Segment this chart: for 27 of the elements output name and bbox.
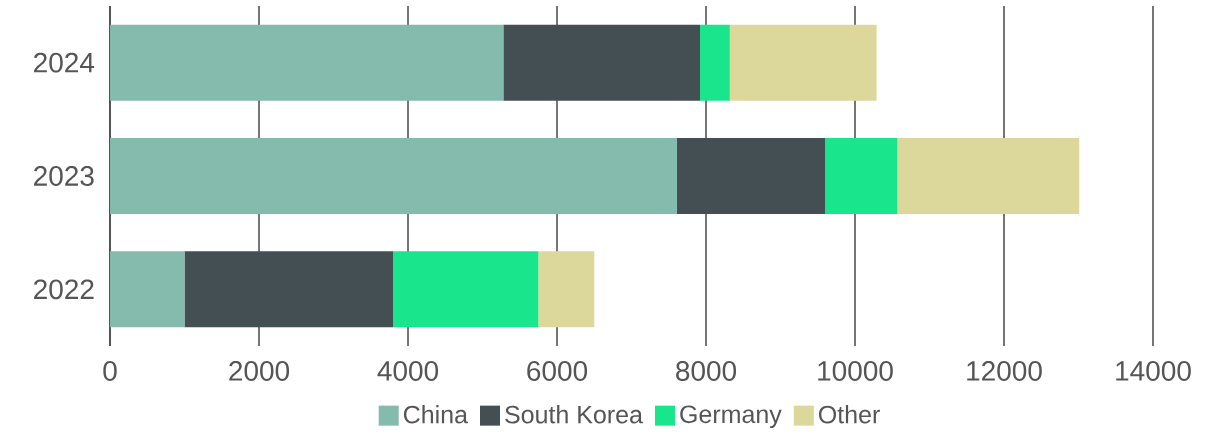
bar	[110, 251, 185, 328]
bar	[700, 24, 730, 101]
x-tick-label: 12000	[967, 361, 1042, 381]
y-tick-label: 2024	[34, 52, 95, 73]
x-tick-label: 10000	[818, 361, 893, 381]
legend-label: China	[403, 405, 468, 424]
bar	[897, 138, 1080, 214]
legend-label: Other	[818, 405, 880, 424]
x-tick-label: 2000	[229, 361, 290, 381]
bar	[825, 138, 898, 214]
bar	[676, 138, 826, 214]
bar	[538, 251, 595, 328]
x-tick-label: 0	[103, 361, 117, 381]
y-tick-label: 2023	[34, 166, 94, 186]
bar	[110, 24, 504, 101]
x-tick-label: 4000	[377, 361, 439, 381]
bar	[393, 251, 539, 328]
bar	[729, 24, 877, 101]
y-tick-label: 2022	[34, 279, 94, 300]
x-tick-label: 8000	[676, 361, 737, 381]
legend-label: Germany	[680, 405, 782, 429]
bar	[110, 138, 677, 214]
x-tick-label: 6000	[527, 361, 588, 381]
x-tick-label: 14000	[1116, 361, 1191, 381]
legend-label: South Korea	[505, 405, 643, 424]
bar	[503, 24, 701, 101]
bar	[184, 251, 394, 328]
